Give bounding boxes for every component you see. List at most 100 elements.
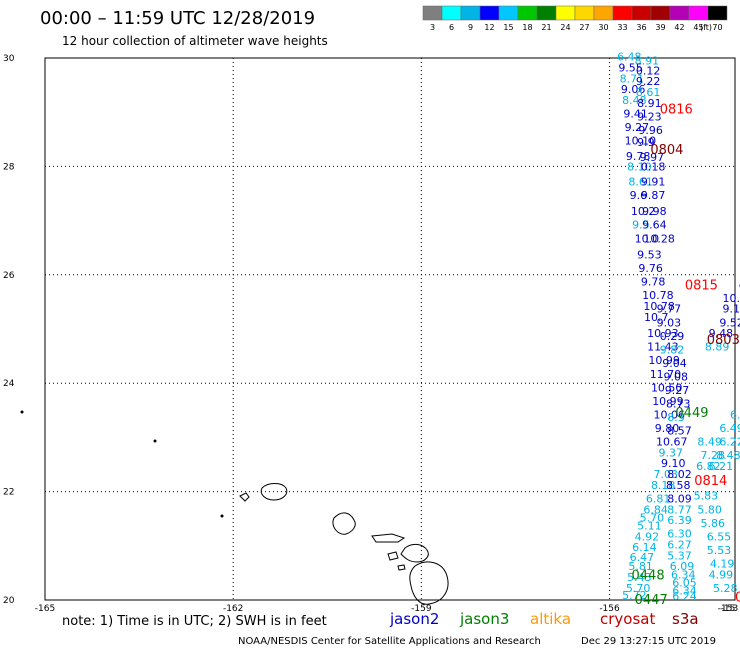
island-kahoolawe <box>398 565 405 570</box>
scale-label: 36 <box>636 23 646 32</box>
scale-label: 27 <box>579 23 589 32</box>
island-hawaii <box>410 562 448 604</box>
wave-height-value: 9.15 <box>722 303 740 316</box>
scale-swatch <box>670 6 689 20</box>
wave-height-value: 9.78 <box>641 276 666 289</box>
satellite-name: jason3 <box>459 610 509 628</box>
pass-time-label: 0816 <box>660 102 693 117</box>
satellite-name: altika <box>530 610 571 628</box>
scale-label: 15 <box>503 23 513 32</box>
island-oahu <box>333 513 355 534</box>
islet-dot <box>154 440 156 442</box>
scale-label: 9 <box>468 23 473 32</box>
scale-label: 24 <box>560 23 570 32</box>
wave-height-value: 5.28 <box>713 582 738 595</box>
scale-swatch <box>575 6 594 20</box>
pass-time-label: 0804 <box>650 143 683 158</box>
satellite-name: jason2 <box>389 610 439 628</box>
credit-line: NOAA/NESDIS Center for Satellite Applica… <box>238 636 541 647</box>
island-lanai <box>388 552 398 560</box>
scale-swatch <box>556 6 575 20</box>
scale-swatch <box>480 6 499 20</box>
x-tick-label: -165 <box>35 604 55 614</box>
wave-height-value: 4.99 <box>709 568 734 581</box>
scale-swatch <box>632 6 651 20</box>
scale-swatch <box>594 6 613 20</box>
scale-label: 21 <box>541 23 551 32</box>
satellite-name: cryosat <box>600 610 655 628</box>
scale-label: 42 <box>674 23 684 32</box>
scale-swatch <box>651 6 670 20</box>
wave-height-value: 0.18 <box>641 161 666 174</box>
y-tick-label: 22 <box>3 488 14 498</box>
islet-dot <box>221 515 223 517</box>
scale-unit: (ft) <box>700 23 712 32</box>
wave-height-value: 10.28 <box>643 232 675 245</box>
scale-swatch <box>499 6 518 20</box>
scale-label: 30 <box>598 23 608 32</box>
wave-height-value: 5.80 <box>697 503 722 516</box>
scale-swatch <box>613 6 632 20</box>
wave-height-value: 6.49 <box>719 422 740 435</box>
wave-height-value: 5.53 <box>707 544 732 557</box>
wave-height-values: 6.488.919.550.128.719.229.068.618.488.91… <box>617 51 740 603</box>
wave-height-value: 9.87 <box>641 189 666 202</box>
wave-height-value: 9.64 <box>642 219 667 232</box>
scale-label: 12 <box>484 23 494 32</box>
scale-swatch <box>518 6 537 20</box>
satellite-name: s3a <box>672 610 699 628</box>
scale-swatch <box>537 6 556 20</box>
wave-height-value: 8.49 <box>697 436 722 449</box>
wave-height-value: 5.83 <box>694 490 719 503</box>
pass-time-label: 0814 <box>694 474 727 489</box>
map-subtitle: 12 hour collection of altimeter wave hei… <box>62 34 328 48</box>
x-tick-label: -15 <box>721 604 736 614</box>
scale-label: 6 <box>449 23 454 32</box>
y-tick-label: 30 <box>3 54 15 64</box>
wave-height-value: 6.22 <box>719 436 740 449</box>
wave-height-value: 5.86 <box>701 517 726 530</box>
pass-time-label: 0448 <box>632 569 665 584</box>
island-molokai <box>372 534 404 542</box>
scale-label: 3 <box>430 23 435 32</box>
wave-height-value: 9.91 <box>641 175 666 188</box>
scale-swatch <box>708 6 727 20</box>
wave-height-value: 9.76 <box>638 262 663 275</box>
wave-height-value: 9.53 <box>637 249 662 262</box>
pass-time-label: 0803 <box>707 333 740 348</box>
scale-swatch <box>461 6 480 20</box>
island-maui <box>401 544 428 562</box>
scale-label: 39 <box>655 23 665 32</box>
satellite-legend: jason2 jason3 altika cryosat s3a <box>389 610 699 628</box>
wave-height-value: 9.98 <box>642 205 667 218</box>
x-tick-label: -162 <box>223 604 243 614</box>
islet-dot <box>21 411 23 413</box>
hawaiian-islands <box>21 411 448 604</box>
timestamp: Dec 29 13:27:15 UTC 2019 <box>581 636 716 647</box>
wave-height-value: 6.57 <box>730 408 740 421</box>
pass-time-label: 0813 <box>735 590 740 605</box>
map-title: 00:00 – 11:59 UTC 12/28/2019 <box>40 8 315 29</box>
wave-height-value: 6.21 <box>709 460 734 473</box>
wave-height-value: 6.24 <box>672 590 697 603</box>
pass-time-label: 0449 <box>675 406 708 421</box>
y-tick-label: 20 <box>3 596 15 606</box>
scale-label: 70 <box>712 23 722 32</box>
scale-label: 33 <box>617 23 627 32</box>
wave-height-value: 6.55 <box>707 530 732 543</box>
scale-swatch <box>442 6 461 20</box>
scale-swatch <box>689 6 708 20</box>
island-niihau <box>240 493 249 501</box>
wave-height-value: 8.58 <box>666 479 691 492</box>
footnote: note: 1) Time is in UTC; 2) SWH is in fe… <box>62 614 327 629</box>
scale-label: 18 <box>522 23 532 32</box>
y-tick-label: 28 <box>3 162 15 172</box>
scale-swatch <box>423 6 442 20</box>
y-tick-label: 26 <box>3 271 15 281</box>
wave-height-value: 6.39 <box>667 514 692 527</box>
pass-time-label: 0447 <box>635 593 668 608</box>
pass-time-label: 0815 <box>685 279 718 294</box>
